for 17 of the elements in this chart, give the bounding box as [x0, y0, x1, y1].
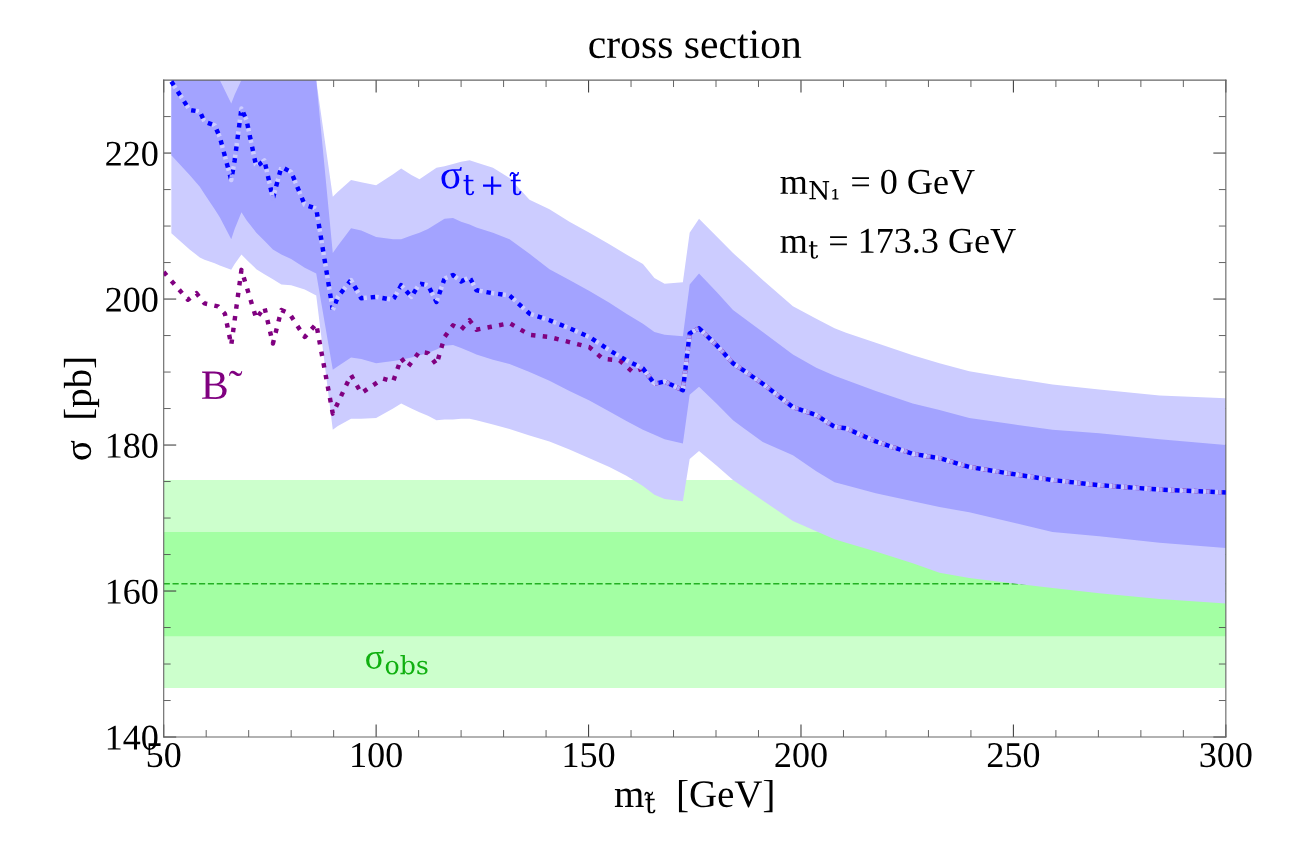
y-tick-label: 160	[107, 579, 158, 604]
x-tick-label: 150	[564, 742, 615, 768]
y-axis-title: σ [pb]	[63, 358, 100, 460]
series-label: B̃	[202, 370, 243, 399]
x-axis-title: m$_{t̃}$ [GeV]	[614, 779, 773, 814]
series-label: σ$_{t+t̃}$	[441, 166, 522, 196]
x-tick-label: 300	[1200, 742, 1252, 768]
y-tick-label: 200	[106, 287, 158, 312]
y-tick-label: 180	[107, 433, 158, 458]
x-tick-label: 100	[352, 742, 402, 768]
annotation: m$_{N₁}$ = 0 GeV	[780, 169, 975, 200]
x-tick-label: 200	[775, 742, 827, 768]
annotation: m$_{t}$ = 173.3 GeV	[780, 228, 1016, 259]
x-tick-label: 250	[987, 742, 1040, 768]
chart-title: cross section	[589, 30, 802, 59]
y-tick-label: 220	[106, 141, 158, 166]
band-label: σ$_{obs}$	[366, 650, 428, 675]
